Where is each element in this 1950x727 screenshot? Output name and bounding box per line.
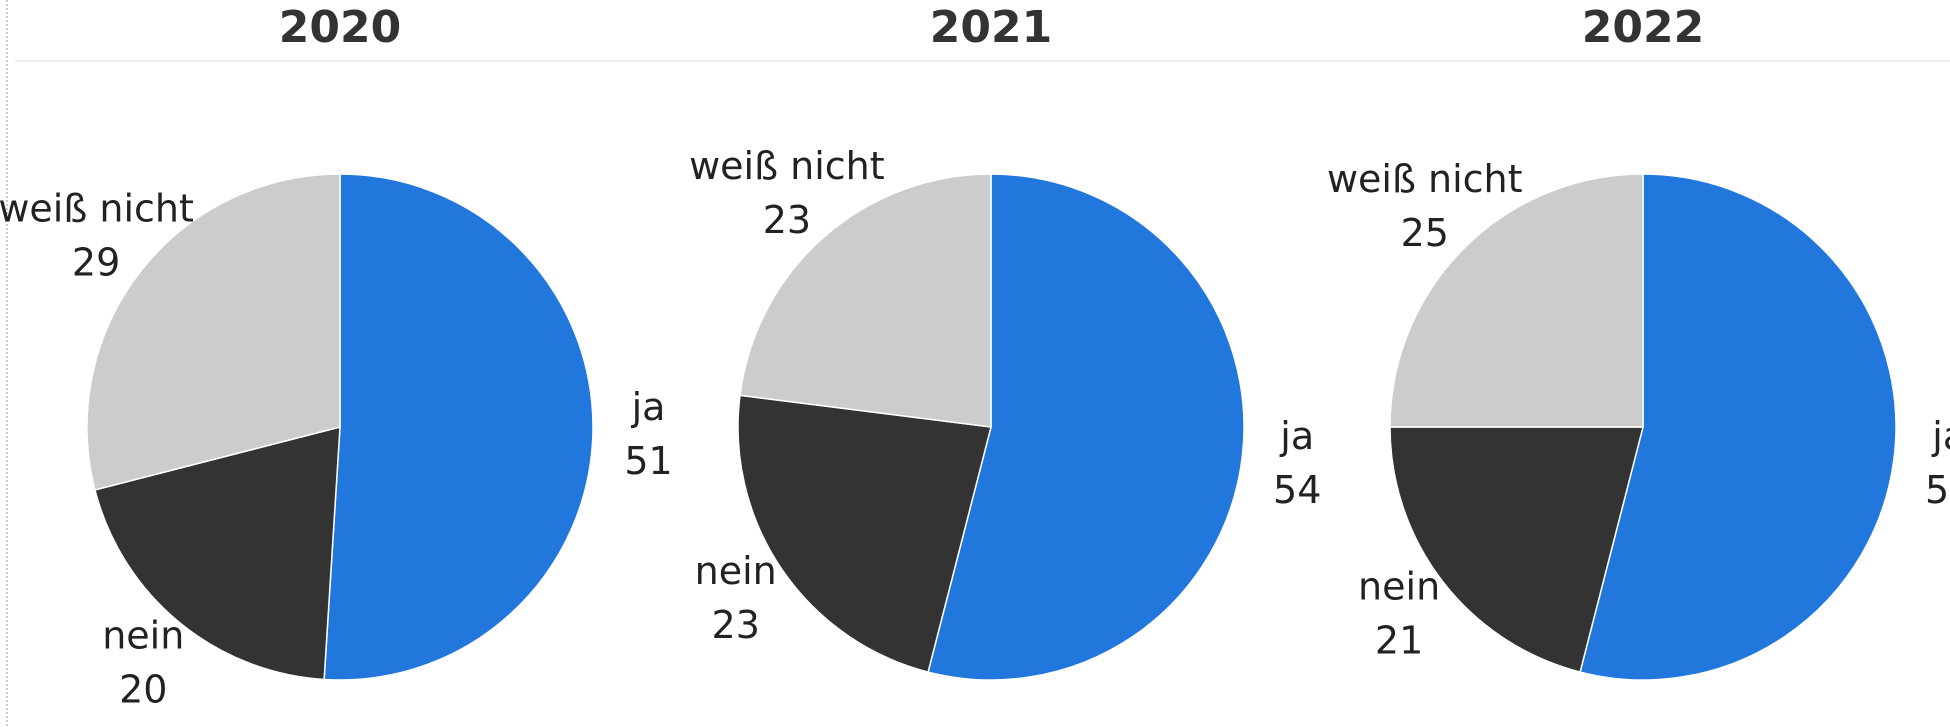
slice-value: 29 (72, 240, 120, 284)
chart-title: 2021 (930, 2, 1052, 53)
pie-slice (1389, 426, 1644, 673)
pie-slice (737, 394, 992, 673)
pie-slice (1389, 173, 1644, 428)
slice-label: weiß nicht (689, 144, 885, 188)
slice-value: 21 (1375, 619, 1423, 663)
pie-slice (927, 173, 1245, 681)
slice-value: 23 (763, 198, 811, 242)
slice-label: weiß nicht (0, 186, 194, 230)
pie-slice (323, 173, 594, 681)
slice-value: 54 (1925, 468, 1950, 512)
slice-label: ja (1931, 414, 1950, 458)
slice-value: 54 (1273, 468, 1321, 512)
chart-title: 2020 (279, 2, 401, 53)
chart-title: 2022 (1582, 2, 1704, 53)
slice-label: ja (1279, 414, 1314, 458)
pie-slice (86, 173, 341, 491)
slice-value: 51 (624, 439, 672, 483)
pie-slice (739, 173, 992, 428)
slice-value: 20 (119, 667, 167, 711)
slice-label: nein (102, 613, 184, 657)
slice-label: nein (1358, 565, 1440, 609)
slice-label: weiß nicht (1327, 157, 1523, 201)
pie-slice (1579, 173, 1897, 681)
slice-label: nein (695, 549, 777, 593)
slice-value: 25 (1401, 211, 1449, 255)
slice-label: ja (631, 385, 666, 429)
pie-slice (94, 426, 341, 681)
slice-value: 23 (712, 603, 760, 647)
